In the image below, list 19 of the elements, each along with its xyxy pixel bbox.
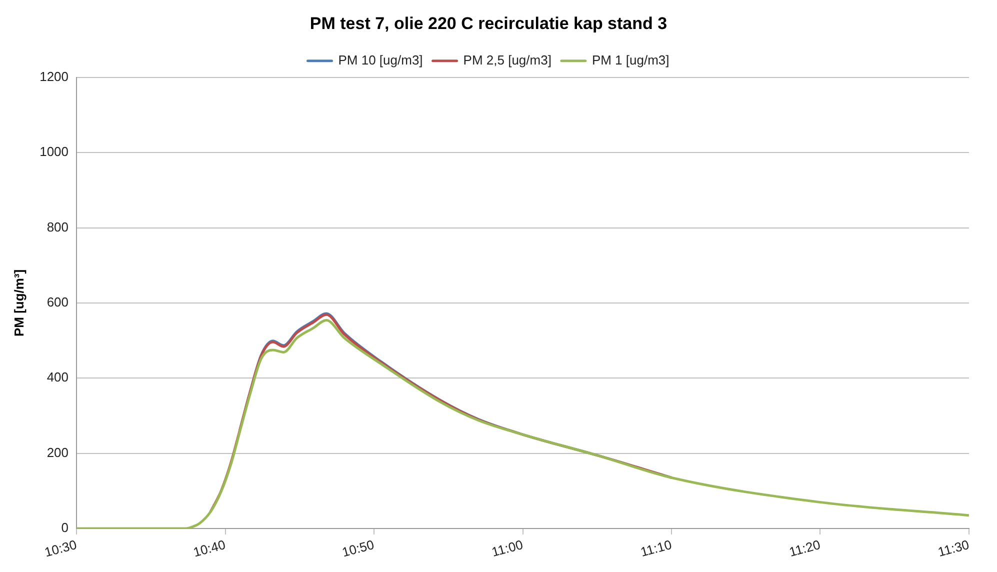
y-tick-label: 0 bbox=[61, 520, 69, 536]
x-tick-label: 11:20 bbox=[788, 536, 822, 560]
y-tick-label: 400 bbox=[46, 370, 69, 385]
y-tick-label: 200 bbox=[46, 444, 69, 460]
x-tick-label: 10:50 bbox=[340, 536, 376, 560]
y-tick-label: 600 bbox=[46, 294, 69, 310]
x-tick-label: 10:30 bbox=[42, 536, 78, 560]
chart-title: PM test 7, olie 220 C recirculatie kap stand 3 bbox=[310, 14, 668, 33]
y-tick-label: 1000 bbox=[40, 144, 69, 160]
x-tick-label: 10:40 bbox=[192, 536, 227, 560]
x-tick-label: 11:30 bbox=[936, 536, 971, 560]
y-tick-label: 1200 bbox=[40, 68, 69, 84]
y-axis-title: PM [ug/m³] bbox=[11, 269, 26, 337]
legend-label: PM 1 [ug/m3] bbox=[592, 52, 670, 68]
legend-label: PM 2,5 [ug/m3] bbox=[463, 52, 552, 68]
x-tick-label: 11:00 bbox=[490, 536, 524, 560]
x-tick-label: 11:10 bbox=[638, 536, 674, 560]
y-tick-label: 800 bbox=[46, 219, 69, 234]
legend-label: PM 10 [ug/m3] bbox=[338, 52, 423, 68]
